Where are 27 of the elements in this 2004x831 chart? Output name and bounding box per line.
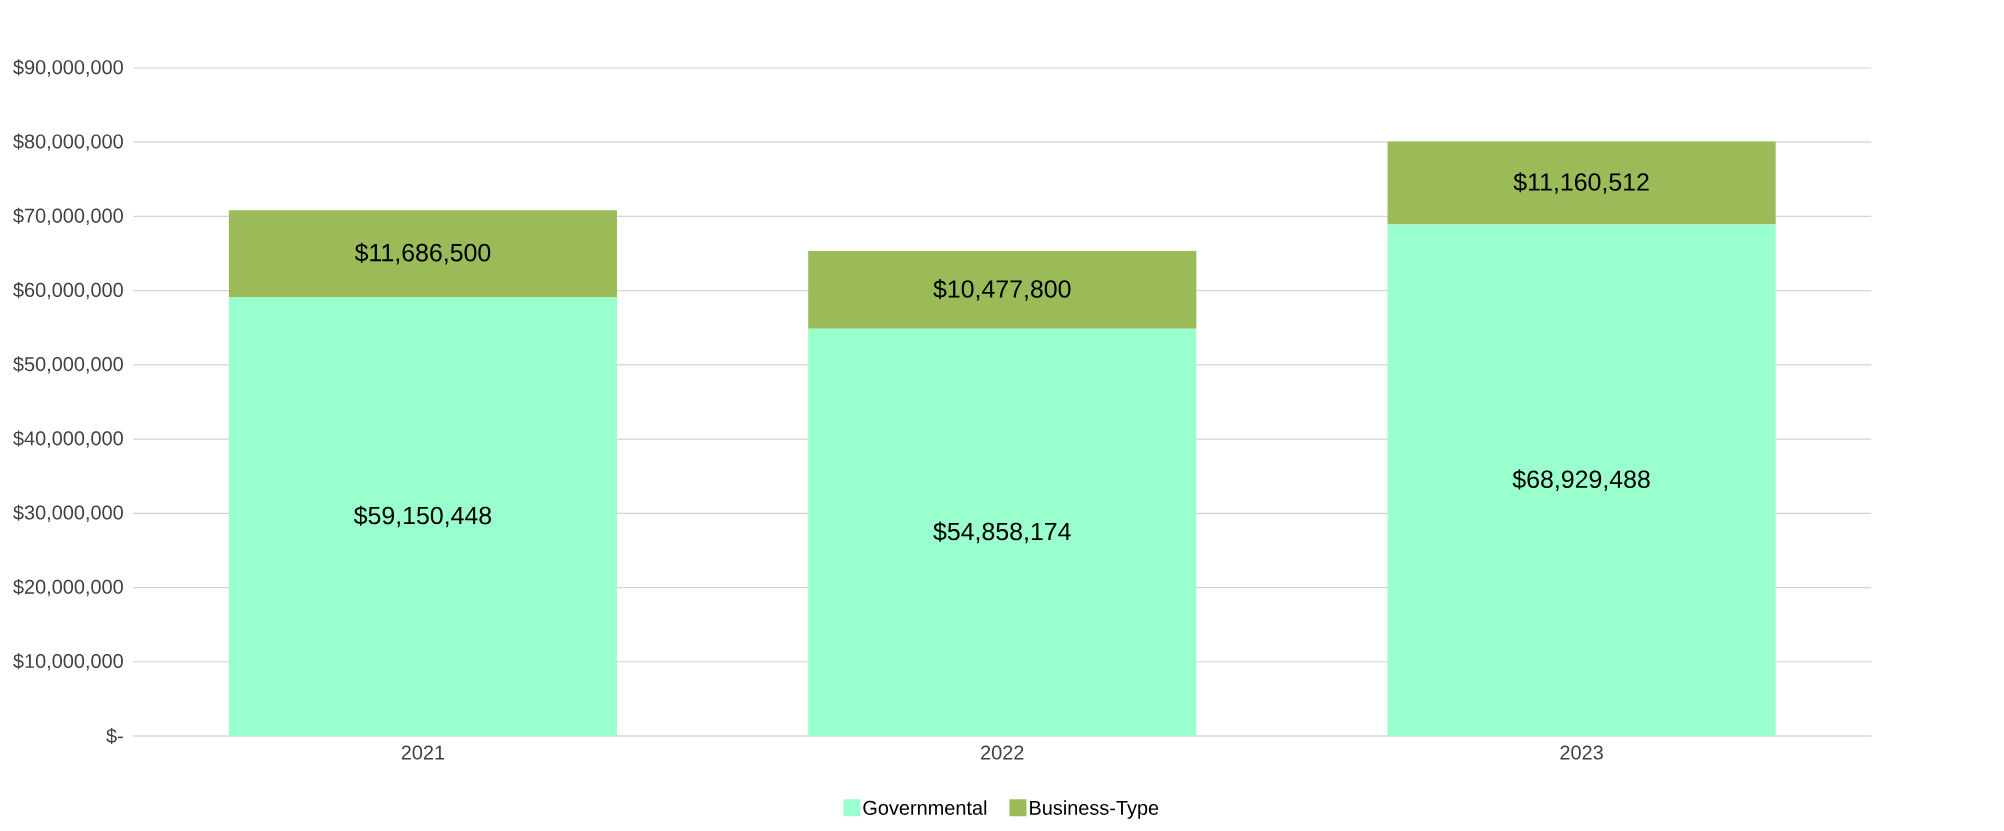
bar <box>808 251 1197 329</box>
x-tick-label: 2021 <box>401 745 445 760</box>
y-tick-label: $20,000,000 <box>13 578 123 597</box>
y-tick-label: $30,000,000 <box>13 504 123 522</box>
bar <box>1387 141 1776 225</box>
data-label: $11,160,512 <box>1513 172 1649 194</box>
y-tick-label: $70,000,000 <box>13 207 123 226</box>
data-label: $54,858,174 <box>933 521 1071 544</box>
legend-label: Business-Type <box>1030 800 1159 819</box>
data-label: $59,150,448 <box>353 505 492 528</box>
y-tick-label: $10,000,000 <box>13 653 123 671</box>
y-tick-label: $90,000,000 <box>13 59 123 77</box>
x-tick-label: 2022 <box>981 745 1024 760</box>
bar <box>808 328 1197 736</box>
data-label: $10,477,800 <box>933 279 1071 301</box>
bar <box>1387 224 1776 736</box>
y-tick-label: $- <box>106 727 123 745</box>
y-tick-label: $50,000,000 <box>13 356 123 374</box>
bar <box>228 210 617 297</box>
y-tick-label: $60,000,000 <box>13 282 123 300</box>
y-tick-label: $40,000,000 <box>13 430 123 448</box>
bar <box>228 296 617 736</box>
y-tick-label: $80,000,000 <box>13 133 123 151</box>
data-label: $68,929,488 <box>1512 469 1650 491</box>
x-tick-label: 2023 <box>1560 745 1603 760</box>
legend-label: Governmental <box>863 800 987 815</box>
data-label: $11,686,500 <box>354 242 491 265</box>
